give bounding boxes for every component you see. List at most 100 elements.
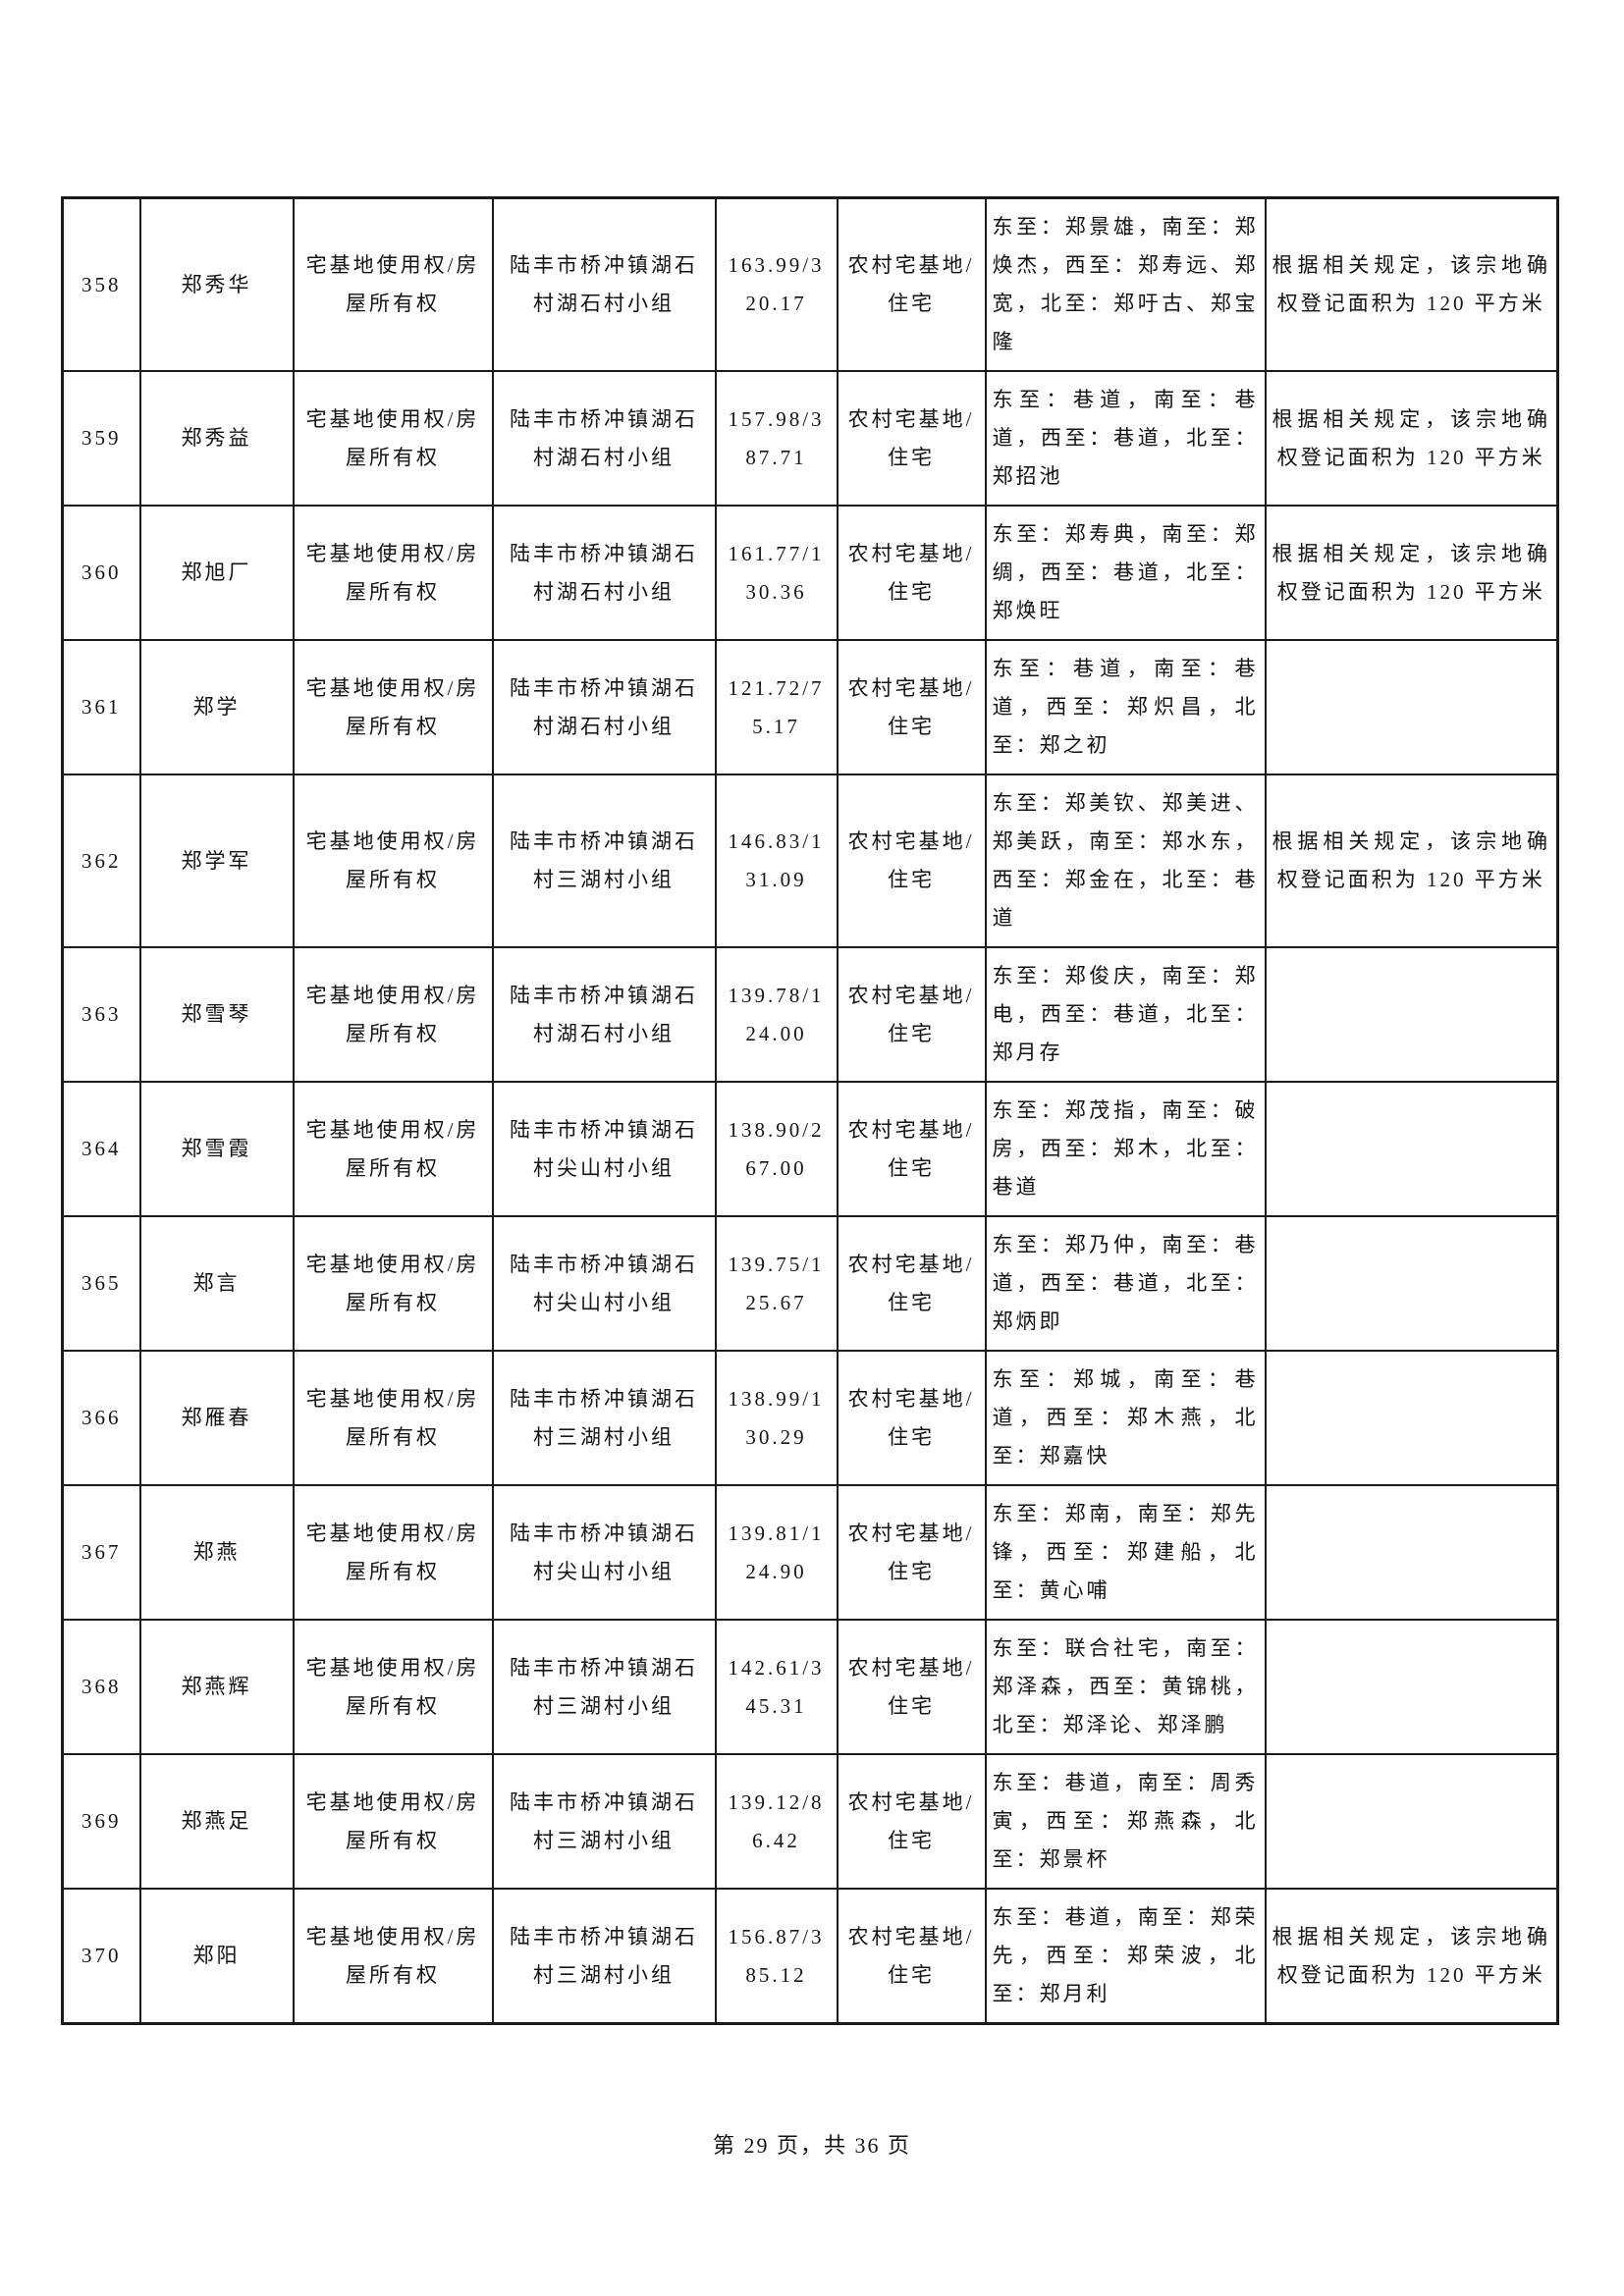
boundary-cell: 东至：巷道，南至：巷道，西至：郑炽昌，北至：郑之初 <box>984 639 1267 775</box>
seq-cell: 367 <box>61 1484 141 1621</box>
right-type-cell: 宅基地使用权/房屋所有权 <box>292 1888 494 2025</box>
seq-cell: 363 <box>61 946 141 1083</box>
area-cell: 138.99/130.29 <box>714 1350 839 1486</box>
table-row: 362 郑学军 宅基地使用权/房屋所有权 陆丰市桥冲镇湖石村三湖村小组 146.83/1… <box>61 774 1559 948</box>
land-use-cell: 农村宅基地/住宅 <box>836 1619 987 1755</box>
right-type-cell: 宅基地使用权/房屋所有权 <box>292 1215 494 1352</box>
right-type-cell: 宅基地使用权/房屋所有权 <box>292 1350 494 1486</box>
table-row: 364 郑雪霞 宅基地使用权/房屋所有权 陆丰市桥冲镇湖石村尖山村小组 138.90/2… <box>61 1081 1559 1217</box>
seq-cell: 365 <box>61 1215 141 1352</box>
holder-name-cell: 郑雪霞 <box>138 1081 295 1217</box>
land-use-cell: 农村宅基地/住宅 <box>836 196 987 372</box>
land-use-cell: 农村宅基地/住宅 <box>836 370 987 507</box>
location-cell: 陆丰市桥冲镇湖石村湖石村小组 <box>491 196 717 372</box>
remark-cell: 根据相关规定，该宗地确权登记面积为 120 平方米 <box>1264 774 1559 948</box>
table-row: 363 郑雪琴 宅基地使用权/房屋所有权 陆丰市桥冲镇湖石村湖石村小组 139.78/1… <box>61 946 1559 1083</box>
table-row: 369 郑燕足 宅基地使用权/房屋所有权 陆丰市桥冲镇湖石村三湖村小组 139.12/8… <box>61 1753 1559 1890</box>
table-row: 359 郑秀益 宅基地使用权/房屋所有权 陆丰市桥冲镇湖石村湖石村小组 157.98/3… <box>61 370 1559 507</box>
land-use-cell: 农村宅基地/住宅 <box>836 1753 987 1890</box>
location-cell: 陆丰市桥冲镇湖石村三湖村小组 <box>491 774 717 948</box>
location-cell: 陆丰市桥冲镇湖石村尖山村小组 <box>491 1484 717 1621</box>
area-cell: 139.78/124.00 <box>714 946 839 1083</box>
land-use-cell: 农村宅基地/住宅 <box>836 639 987 775</box>
holder-name-cell: 郑燕辉 <box>138 1619 295 1755</box>
remark-cell <box>1264 1081 1559 1217</box>
boundary-cell: 东至：郑乃仲，南至：巷道，西至：巷道，北至：郑炳即 <box>984 1215 1267 1352</box>
location-cell: 陆丰市桥冲镇湖石村尖山村小组 <box>491 1215 717 1352</box>
holder-name-cell: 郑燕足 <box>138 1753 295 1890</box>
page-number: 第 29 页，共 36 页 <box>712 2133 911 2158</box>
remark-cell: 根据相关规定，该宗地确权登记面积为 120 平方米 <box>1264 1888 1559 2025</box>
seq-cell: 360 <box>61 505 141 641</box>
land-registration-table: 358 郑秀华 宅基地使用权/房屋所有权 陆丰市桥冲镇湖石村湖石村小组 163.99/3… <box>61 196 1559 2025</box>
land-use-cell: 农村宅基地/住宅 <box>836 1350 987 1486</box>
table-row: 360 郑旭厂 宅基地使用权/房屋所有权 陆丰市桥冲镇湖石村湖石村小组 161.77/1… <box>61 505 1559 641</box>
area-cell: 163.99/320.17 <box>714 196 839 372</box>
holder-name-cell: 郑燕 <box>138 1484 295 1621</box>
remark-cell <box>1264 946 1559 1083</box>
land-use-cell: 农村宅基地/住宅 <box>836 774 987 948</box>
area-cell: 161.77/130.36 <box>714 505 839 641</box>
boundary-cell: 东至：巷道，南至：巷道，西至：巷道，北至：郑招池 <box>984 370 1267 507</box>
right-type-cell: 宅基地使用权/房屋所有权 <box>292 196 494 372</box>
holder-name-cell: 郑阳 <box>138 1888 295 2025</box>
remark-cell: 根据相关规定，该宗地确权登记面积为 120 平方米 <box>1264 505 1559 641</box>
land-use-cell: 农村宅基地/住宅 <box>836 1081 987 1217</box>
right-type-cell: 宅基地使用权/房屋所有权 <box>292 774 494 948</box>
remark-cell: 根据相关规定，该宗地确权登记面积为 120 平方米 <box>1264 196 1559 372</box>
seq-cell: 366 <box>61 1350 141 1486</box>
records-tbody: 358 郑秀华 宅基地使用权/房屋所有权 陆丰市桥冲镇湖石村湖石村小组 163.99/3… <box>61 196 1559 2025</box>
area-cell: 138.90/267.00 <box>714 1081 839 1217</box>
land-use-cell: 农村宅基地/住宅 <box>836 505 987 641</box>
right-type-cell: 宅基地使用权/房屋所有权 <box>292 1484 494 1621</box>
remark-cell <box>1264 1484 1559 1621</box>
right-type-cell: 宅基地使用权/房屋所有权 <box>292 946 494 1083</box>
boundary-cell: 东至：郑美钦、郑美进、郑美跃，南至：郑水东，西至：郑金在，北至：巷道 <box>984 774 1267 948</box>
table-row: 365 郑言 宅基地使用权/房屋所有权 陆丰市桥冲镇湖石村尖山村小组 139.75/12… <box>61 1215 1559 1352</box>
boundary-cell: 东至：郑景雄，南至：郑焕杰，西至：郑寿远、郑宽，北至：郑吁古、郑宝隆 <box>984 196 1267 372</box>
seq-cell: 361 <box>61 639 141 775</box>
seq-cell: 358 <box>61 196 141 372</box>
area-cell: 121.72/75.17 <box>714 639 839 775</box>
area-cell: 139.81/124.90 <box>714 1484 839 1621</box>
remark-cell <box>1264 1619 1559 1755</box>
boundary-cell: 东至：郑寿典，南至：郑绸，西至：巷道，北至：郑焕旺 <box>984 505 1267 641</box>
table-row: 361 郑学 宅基地使用权/房屋所有权 陆丰市桥冲镇湖石村湖石村小组 121.72/75… <box>61 639 1559 775</box>
boundary-cell: 东至：郑茂指，南至：破房，西至：郑木，北至：巷道 <box>984 1081 1267 1217</box>
right-type-cell: 宅基地使用权/房屋所有权 <box>292 370 494 507</box>
location-cell: 陆丰市桥冲镇湖石村湖石村小组 <box>491 505 717 641</box>
right-type-cell: 宅基地使用权/房屋所有权 <box>292 1753 494 1890</box>
land-use-cell: 农村宅基地/住宅 <box>836 1888 987 2025</box>
table-row: 366 郑雁春 宅基地使用权/房屋所有权 陆丰市桥冲镇湖石村三湖村小组 138.99/1… <box>61 1350 1559 1486</box>
holder-name-cell: 郑学 <box>138 639 295 775</box>
table-row: 368 郑燕辉 宅基地使用权/房屋所有权 陆丰市桥冲镇湖石村三湖村小组 142.61/3… <box>61 1619 1559 1755</box>
boundary-cell: 东至：巷道，南至：郑荣先，西至：郑荣波，北至：郑月利 <box>984 1888 1267 2025</box>
right-type-cell: 宅基地使用权/房屋所有权 <box>292 505 494 641</box>
area-cell: 139.12/86.42 <box>714 1753 839 1890</box>
area-cell: 157.98/387.71 <box>714 370 839 507</box>
seq-cell: 370 <box>61 1888 141 2025</box>
seq-cell: 359 <box>61 370 141 507</box>
table-row: 358 郑秀华 宅基地使用权/房屋所有权 陆丰市桥冲镇湖石村湖石村小组 163.99/3… <box>61 196 1559 372</box>
seq-cell: 369 <box>61 1753 141 1890</box>
land-use-cell: 农村宅基地/住宅 <box>836 1484 987 1621</box>
location-cell: 陆丰市桥冲镇湖石村三湖村小组 <box>491 1753 717 1890</box>
location-cell: 陆丰市桥冲镇湖石村尖山村小组 <box>491 1081 717 1217</box>
table-row: 370 郑阳 宅基地使用权/房屋所有权 陆丰市桥冲镇湖石村三湖村小组 156.87/38… <box>61 1888 1559 2025</box>
seq-cell: 364 <box>61 1081 141 1217</box>
seq-cell: 368 <box>61 1619 141 1755</box>
area-cell: 156.87/385.12 <box>714 1888 839 2025</box>
holder-name-cell: 郑雪琴 <box>138 946 295 1083</box>
remark-cell <box>1264 1350 1559 1486</box>
land-use-cell: 农村宅基地/住宅 <box>836 1215 987 1352</box>
remark-cell <box>1264 639 1559 775</box>
area-cell: 139.75/125.67 <box>714 1215 839 1352</box>
location-cell: 陆丰市桥冲镇湖石村三湖村小组 <box>491 1888 717 2025</box>
location-cell: 陆丰市桥冲镇湖石村湖石村小组 <box>491 946 717 1083</box>
remark-cell <box>1264 1215 1559 1352</box>
boundary-cell: 东至：郑南，南至：郑先锋，西至：郑建船，北至：黄心哺 <box>984 1484 1267 1621</box>
holder-name-cell: 郑秀益 <box>138 370 295 507</box>
holder-name-cell: 郑学军 <box>138 774 295 948</box>
right-type-cell: 宅基地使用权/房屋所有权 <box>292 639 494 775</box>
